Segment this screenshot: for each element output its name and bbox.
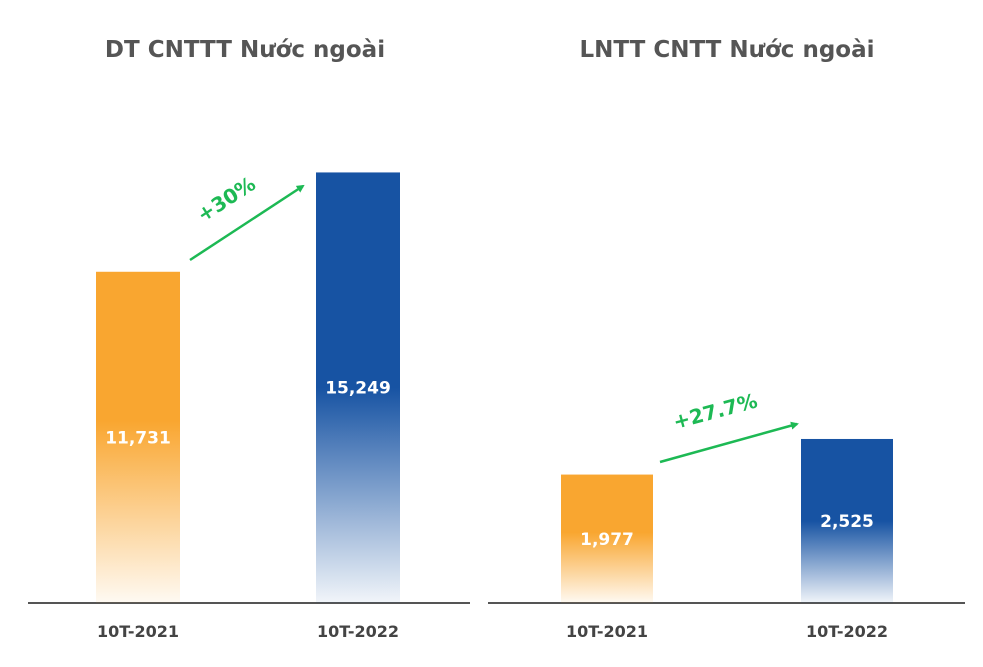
x-tick-label: 10T-2021 [97, 622, 179, 641]
bar-10T-2021 [561, 474, 653, 603]
data-label: 15,249 [325, 379, 391, 399]
data-label: 11,731 [105, 428, 171, 448]
data-label: 1,977 [580, 530, 634, 550]
growth-arrow-icon [659, 421, 799, 464]
chart-title: LNTT CNTT Nước ngoài [580, 37, 875, 63]
bar-10T-2022 [316, 172, 400, 603]
growth-label: +30% [193, 171, 260, 226]
x-tick-label: 10T-2022 [317, 622, 399, 641]
chart-right: LNTT CNTT Nước ngoài 1,977 10T-2021 2,525 10… [488, 37, 965, 641]
growth-label: +27.7% [670, 388, 759, 433]
bar-10T-2021 [96, 271, 180, 603]
chart-title: DT CNTTT Nước ngoài [105, 37, 385, 63]
x-tick-label: 10T-2021 [566, 622, 648, 641]
chart-left: DT CNTTT Nước ngoài 11,731 10T-2021 15,249 1… [28, 37, 470, 641]
x-tick-label: 10T-2022 [806, 622, 888, 641]
data-label: 2,525 [820, 512, 874, 532]
growth-arrow-icon [189, 184, 305, 262]
bar-10T-2022 [801, 438, 893, 603]
